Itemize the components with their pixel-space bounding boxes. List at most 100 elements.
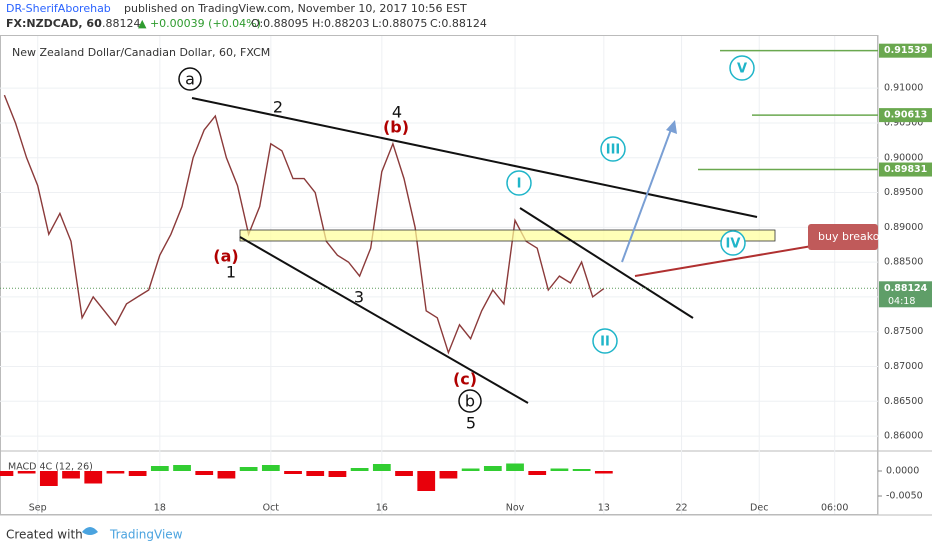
macd-bar (39, 471, 58, 486)
macd-bar (0, 471, 14, 476)
wave-label: II (600, 335, 610, 350)
wave-label: (b) (383, 118, 409, 137)
trendline (519, 207, 694, 319)
trendline (191, 97, 758, 218)
wave-label: 1 (226, 263, 236, 282)
wave-label: 3 (354, 288, 364, 307)
footer-created: Created with (6, 528, 83, 542)
macd-bar (195, 471, 214, 475)
macd-bar (261, 465, 280, 471)
macd-bar (550, 468, 569, 471)
y-tick-label: 0.88500 (884, 257, 923, 268)
wave-label: a (185, 70, 195, 89)
y-tick-label: 0.86000 (884, 431, 923, 442)
y-tick-label: 0.91000 (884, 83, 923, 94)
wave-label: IV (726, 237, 741, 252)
macd-bar (439, 471, 458, 479)
wave-label: 2 (273, 98, 283, 117)
x-tick-label: 16 (376, 503, 388, 514)
low: L:0.88075 (372, 17, 427, 30)
macd-bar (306, 471, 325, 476)
price-line (3, 94, 605, 355)
wave-circle (506, 170, 532, 196)
macd-bar (350, 468, 369, 471)
y-tick-label: 0.89000 (884, 222, 923, 233)
arrow-head (666, 120, 677, 134)
macd-bar (173, 465, 191, 471)
macd-bar (84, 471, 103, 484)
macd-bar (506, 463, 524, 471)
chart-title: New Zealand Dollar/Canadian Dollar, 60, … (12, 46, 270, 59)
macd-bar (62, 471, 80, 479)
macd-bar (572, 469, 591, 471)
macd-bar (17, 471, 36, 474)
x-tick-label: 13 (598, 503, 610, 514)
trendline (239, 236, 529, 404)
current-label: 0.88124 (884, 283, 928, 294)
resistance-zone (239, 229, 776, 242)
macd-bar (461, 468, 480, 471)
y-tick-label: 0.90500 (884, 117, 923, 128)
wave-label: 4 (392, 103, 402, 122)
level-label: 0.90613 (884, 110, 927, 121)
macd-bar (284, 471, 302, 474)
current-tag (879, 281, 932, 308)
macd-bar (372, 464, 391, 471)
callout-line (634, 245, 813, 277)
wave-circle (178, 67, 202, 91)
macd-bar (217, 471, 236, 479)
wave-label: (a) (213, 247, 238, 266)
macd-bar (395, 471, 413, 476)
y-tick-label: 0.0000 (886, 466, 919, 477)
y-tick-label: -0.0050 (886, 491, 923, 502)
y-tick-label: 0.87500 (884, 326, 923, 337)
wave-label: 5 (466, 414, 476, 433)
wave-label: V (737, 62, 747, 77)
published: published on TradingView.com, November 1… (124, 2, 467, 15)
wave-circle (592, 328, 618, 354)
change: ▲ +0.00039 (+0.04%) (138, 17, 261, 30)
high: H:0.88203 (312, 17, 369, 30)
level-label: 0.89831 (884, 164, 927, 175)
level-label: 0.91539 (884, 45, 927, 56)
callout-text: buy breako (818, 230, 880, 243)
symbol: FX:NZDCAD, 60 (6, 17, 102, 30)
y-tick-label: 0.90000 (884, 152, 923, 163)
macd-title: MACD 4C (12, 26) (8, 462, 93, 473)
level-tag (879, 162, 932, 177)
level-tag (879, 43, 932, 58)
wave-label: (c) (453, 370, 477, 389)
x-tick-label: 22 (675, 503, 687, 514)
x-tick-label: Oct (263, 503, 280, 514)
last: 0.88124 (95, 17, 141, 30)
macd-bar (328, 471, 347, 477)
macd-bar (128, 471, 147, 476)
wave-label: I (517, 177, 522, 192)
wave-circle (600, 136, 626, 162)
macd-bar (594, 471, 613, 474)
macd-bar (106, 471, 125, 474)
x-tick-label: Nov (506, 503, 525, 514)
wave-circle (729, 55, 755, 81)
close: C:0.88124 (430, 17, 487, 30)
wave-circle (458, 389, 482, 413)
wave-label: III (606, 143, 621, 158)
author[interactable]: DR-SherifAborehab (6, 2, 111, 15)
macd-bar (483, 466, 502, 471)
macd-bar (239, 467, 258, 471)
x-tick-label: 18 (154, 503, 166, 514)
y-tick-label: 0.87000 (884, 361, 923, 372)
y-tick-label: 0.89500 (884, 187, 923, 198)
macd-bar (528, 471, 547, 475)
macd-bar (417, 471, 436, 491)
callout-box (808, 224, 878, 250)
x-tick-label: Dec (750, 503, 768, 514)
x-tick-label: Sep (29, 503, 47, 514)
wave-label: b (465, 392, 475, 411)
wave-circle (720, 230, 746, 256)
macd-bar (150, 466, 169, 471)
y-tick-label: 0.86500 (884, 396, 923, 407)
footer-brand[interactable]: TradingView (109, 528, 183, 542)
